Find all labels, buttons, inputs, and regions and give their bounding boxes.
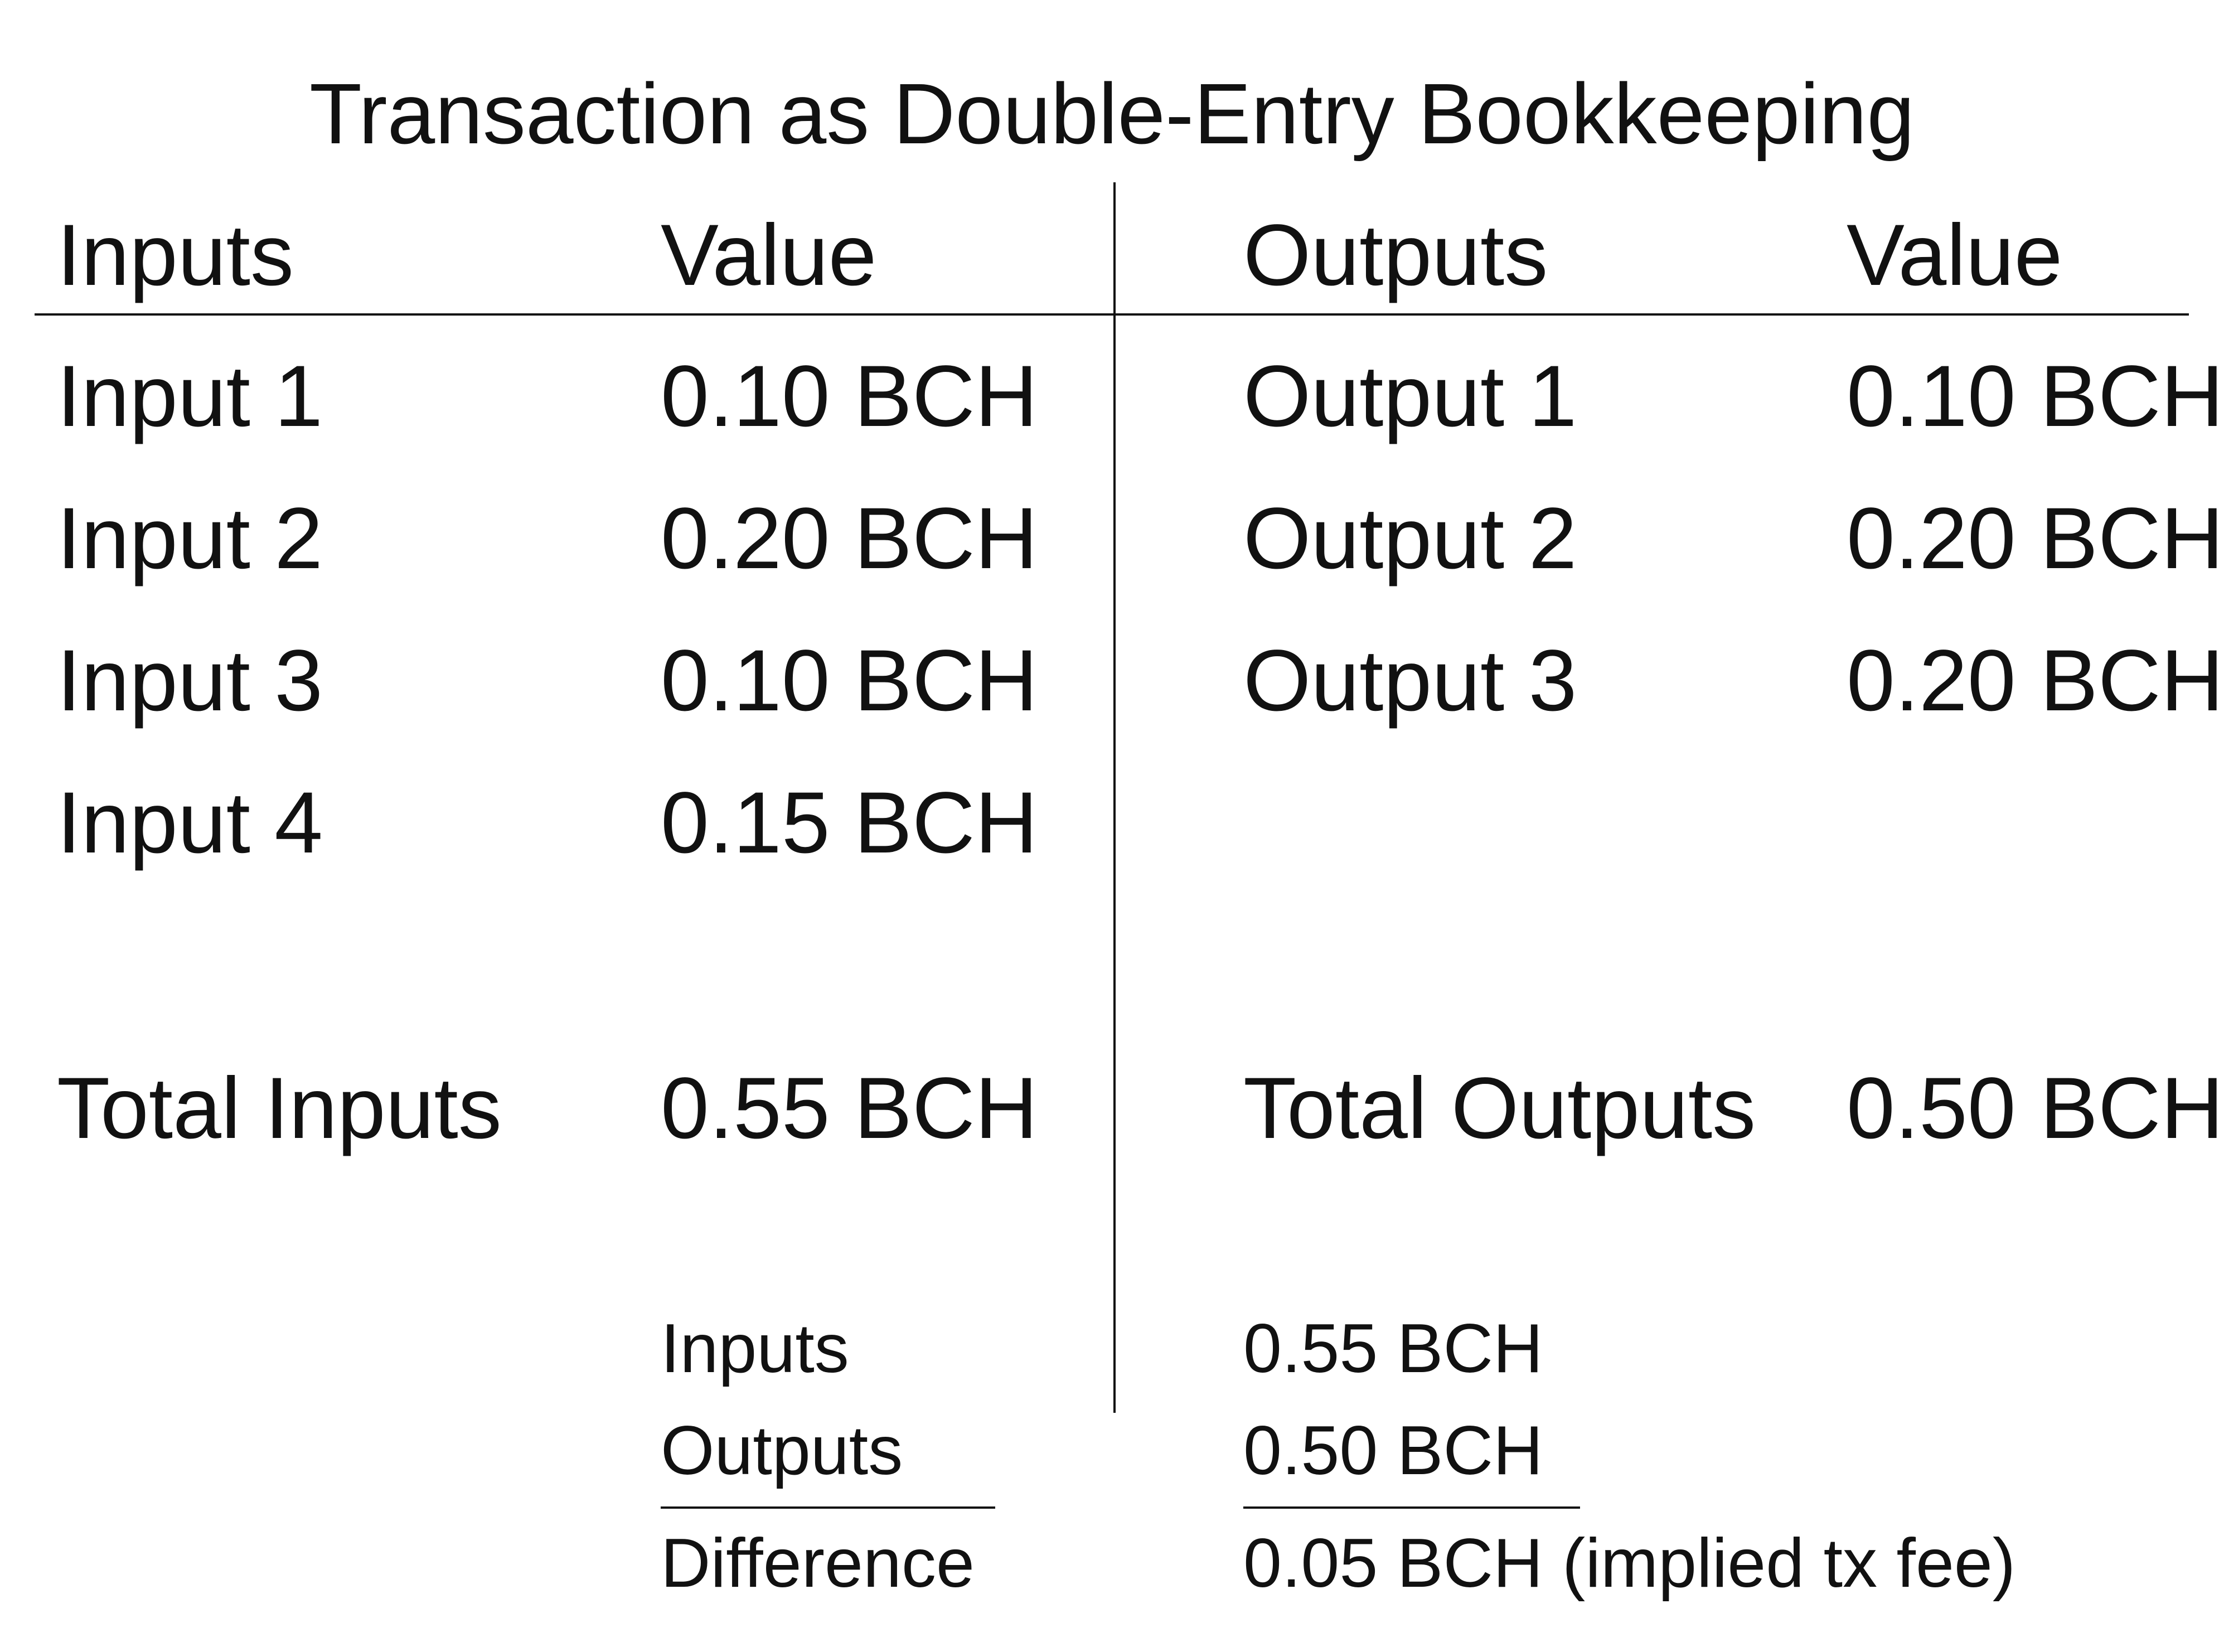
input-label: Input 2 xyxy=(57,490,323,587)
header-outputs-value: Value xyxy=(1847,207,2063,304)
input-value: 0.15 BCH xyxy=(661,774,1038,871)
output-value: 0.20 BCH xyxy=(1847,490,2224,587)
header-rule xyxy=(35,313,2189,316)
header-inputs-value: Value xyxy=(661,207,877,304)
vertical-divider xyxy=(1113,182,1116,1413)
input-label: Input 3 xyxy=(57,632,323,729)
output-value: 0.20 BCH xyxy=(1847,632,2224,729)
input-value: 0.20 BCH xyxy=(661,490,1038,587)
total-inputs-label: Total Inputs xyxy=(57,1060,502,1157)
summary-rule-left xyxy=(661,1506,995,1509)
input-value: 0.10 BCH xyxy=(661,348,1038,445)
input-value: 0.10 BCH xyxy=(661,632,1038,729)
header-inputs: Inputs xyxy=(57,207,294,304)
summary-rule-right xyxy=(1243,1506,1580,1509)
total-outputs-label: Total Outputs xyxy=(1243,1060,1756,1157)
output-label: Output 3 xyxy=(1243,632,1577,729)
output-label: Output 2 xyxy=(1243,490,1577,587)
total-inputs-value: 0.55 BCH xyxy=(661,1060,1038,1157)
input-label: Input 4 xyxy=(57,774,323,871)
summary-inputs-label: Inputs xyxy=(661,1310,849,1387)
output-label: Output 1 xyxy=(1243,348,1577,445)
summary-outputs-value: 0.50 BCH xyxy=(1243,1412,1543,1489)
summary-outputs-label: Outputs xyxy=(661,1412,903,1489)
output-value: 0.10 BCH xyxy=(1847,348,2224,445)
diagram-title: Transaction as Double-Entry Bookkeeping xyxy=(309,66,1915,162)
input-label: Input 1 xyxy=(57,348,323,445)
summary-difference-label: Difference xyxy=(661,1525,975,1602)
header-outputs: Outputs xyxy=(1243,207,1548,304)
summary-difference-value: 0.05 BCH (implied tx fee) xyxy=(1243,1525,2016,1602)
summary-inputs-value: 0.55 BCH xyxy=(1243,1310,1543,1387)
total-outputs-value: 0.50 BCH xyxy=(1847,1060,2224,1157)
